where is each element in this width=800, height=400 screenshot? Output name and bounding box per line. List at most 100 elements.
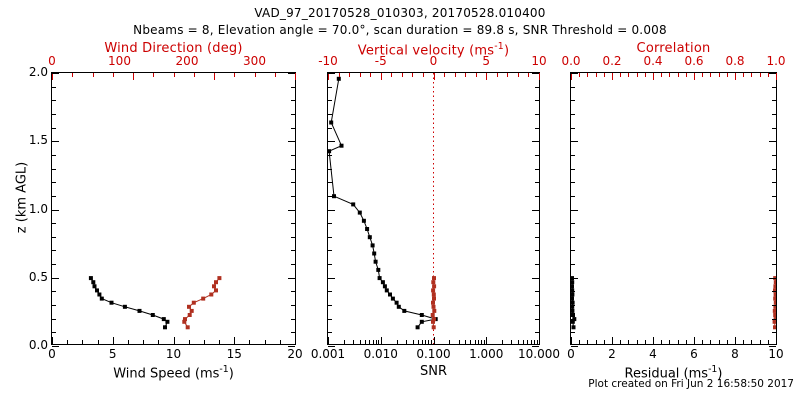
axis-tick [328,155,332,156]
axis-tick [772,250,776,251]
axis-tick [678,73,679,77]
axis-tick [328,264,332,265]
bottom-tick-label: 8 [731,347,739,361]
axis-tick [291,264,295,265]
y-tick-0.5: 0.5 [28,269,48,284]
degree-symbol: ° [359,23,366,37]
axis-tick [288,210,295,211]
axis-title-text: Wind Direction (deg) [104,41,243,56]
top-axis-ticks-vertical-velocity: -10 -5 0 5 10 [318,54,546,68]
panel-wind-profile[interactable] [51,72,296,347]
axis-title-text: SNR [419,364,447,379]
bottom-tick-label: 0 [48,347,56,361]
data-point-marker [370,243,375,248]
axis-tick [478,340,479,344]
axis-tick [52,210,59,211]
axis-tick [694,337,695,344]
axis-tick [604,340,605,344]
axis-tick [772,291,776,292]
axis-tick [571,87,575,88]
axis-title-tail: ) [717,366,723,382]
axis-tick [772,332,776,333]
data-point-marker [432,284,437,289]
axis-tick [532,278,539,279]
axis-tick [484,340,485,344]
axis-tick [772,182,776,183]
axis-tick [571,223,575,224]
data-point-marker [209,292,214,297]
axis-tick [571,337,572,344]
axis-tick [113,337,114,344]
data-point-marker [382,284,387,289]
axis-tick [587,340,588,344]
axis-tick [349,73,350,77]
axis-tick [425,340,426,344]
axis-tick [571,278,578,279]
data-point-marker [384,288,389,293]
data-point-marker [91,280,96,285]
axis-tick [353,340,354,344]
data-point-marker [415,325,420,330]
axis-title-text: Residual (ms [624,366,709,382]
axis-tick [288,278,295,279]
axis-tick [194,73,195,77]
axis-tick [82,340,83,344]
panel-residual[interactable] [570,72,777,347]
axis-tick [328,332,332,333]
axis-tick [535,305,539,306]
axis-tick [518,340,519,344]
data-point-marker [367,235,372,240]
axis-tick [645,73,646,77]
axis-tick [328,73,329,80]
bottom-tick-label: 10.000 [518,347,560,361]
axis-tick [571,305,575,306]
axis-tick [360,73,361,77]
plot-area-residual [571,73,776,344]
data-point-marker [571,308,575,313]
axis-tick [291,237,295,238]
data-point-marker [772,319,776,324]
axis-tick [412,73,413,77]
data-point-marker [431,300,435,305]
axis-tick [669,73,670,77]
data-point-marker [773,284,776,289]
top-tick-label: 300 [243,54,266,68]
axis-tick [772,114,776,115]
axis-tick [571,155,575,156]
top-tick-label: -10 [318,54,338,68]
data-point-marker [571,313,575,317]
data-svg-residual-correlation [571,276,776,330]
axis-tick [434,337,435,344]
top-axis-ticks-wind-direction: 0 100 200 300 [48,54,296,68]
axis-tick [444,73,445,77]
axis-tick [571,182,575,183]
data-point-marker [571,300,575,305]
axis-tick [381,337,382,344]
axis-tick [475,340,476,344]
axis-tick [52,319,56,320]
data-point-marker [772,308,776,313]
axis-tick [280,340,281,344]
axis-tick [769,210,776,211]
axis-tick [52,250,56,251]
axis-tick [328,223,332,224]
axis-tick [291,100,295,101]
axis-tick [295,337,296,344]
axis-tick [52,114,56,115]
axis-tick [532,73,539,74]
axis-tick [288,141,295,142]
axis-tick [719,73,720,77]
panel-snr[interactable] [327,72,540,347]
bottom-axis-ticks-wind-speed: 0 5 10 15 20 [48,347,302,362]
axis-tick [113,73,114,77]
axis-tick [620,73,621,77]
data-point-marker [212,284,216,289]
axis-tick [234,337,235,344]
bottom-tick-label: 20 [287,347,303,361]
data-point-marker [109,300,114,305]
plot-area-wind [52,73,295,344]
axis-title-tail: ) [228,366,234,382]
axis-tick [381,73,382,80]
axis-tick [571,346,578,347]
axis-tick [768,73,769,77]
